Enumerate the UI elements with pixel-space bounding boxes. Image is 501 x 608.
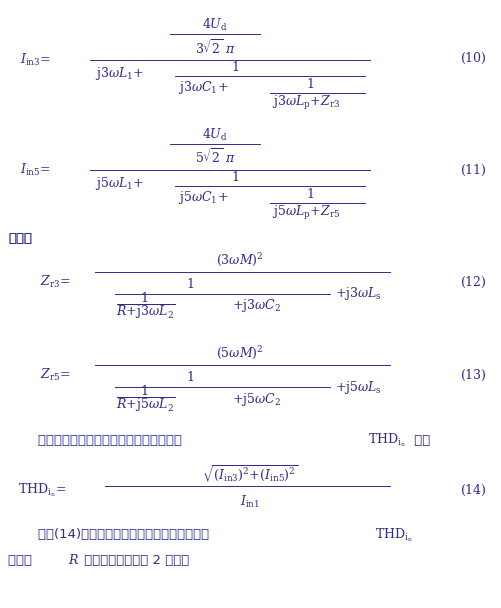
Text: $\sqrt{(I_{\rm in3})^2\!+\!(I_{\rm in5})^2}$: $\sqrt{(I_{\rm in3})^2\!+\!(I_{\rm in5})… (201, 463, 298, 485)
Text: $4U_{\rm d}$: $4U_{\rm d}$ (202, 17, 227, 33)
Text: ${\rm j}3\omega L_{\rm p}\!+\!Z_{\rm r3}$: ${\rm j}3\omega L_{\rm p}\!+\!Z_{\rm r3}… (272, 94, 340, 112)
Text: $+{\rm j}3\omega L_{\rm s}$: $+{\rm j}3\omega L_{\rm s}$ (334, 286, 381, 303)
Text: $\rm THD_{i_n}$: $\rm THD_{i_n}$ (367, 431, 405, 449)
Text: $\rm THD_{i_n}$: $\rm THD_{i_n}$ (374, 526, 412, 544)
Text: 其中：: 其中： (8, 232, 32, 244)
Text: $I_{\rm in1}$: $I_{\rm in1}$ (239, 494, 260, 510)
Text: $I_{\rm in3}\!=\!$: $I_{\rm in3}\!=\!$ (20, 52, 51, 68)
Text: $+{\rm j}5\omega C_2$: $+{\rm j}5\omega C_2$ (231, 390, 280, 407)
Text: $1$: $1$ (305, 187, 314, 201)
Text: $1$: $1$ (230, 170, 238, 184)
Text: 由此可以求得逆变器输出电流谐波畸变率: 由此可以求得逆变器输出电流谐波畸变率 (38, 434, 186, 446)
Text: $+{\rm j}3\omega C_2$: $+{\rm j}3\omega C_2$ (231, 297, 280, 314)
Text: ${\rm j}5\omega L_{\rm p}\!+\!Z_{\rm r5}$: ${\rm j}5\omega L_{\rm p}\!+\!Z_{\rm r5}… (272, 204, 340, 222)
Text: $(5\omega M)^2$: $(5\omega M)^2$ (216, 345, 263, 362)
Text: $+{\rm j}5\omega L_{\rm s}$: $+{\rm j}5\omega L_{\rm s}$ (334, 379, 381, 395)
Text: $\dfrac{1}{R\!+\!{\rm j}3\omega L_2}$: $\dfrac{1}{R\!+\!{\rm j}3\omega L_2}$ (116, 291, 175, 322)
Text: $(13)$: $(13)$ (459, 367, 486, 382)
Text: $(11)$: $(11)$ (459, 162, 486, 178)
Text: 由式(14)可以画出逆变器输出电流谐波畸变率: 由式(14)可以画出逆变器输出电流谐波畸变率 (38, 528, 213, 542)
Text: $3\sqrt{2}\ \pi$: $3\sqrt{2}\ \pi$ (194, 38, 235, 57)
Text: $(14)$: $(14)$ (459, 483, 486, 497)
Text: $Z_{\rm r3}\!=\!$: $Z_{\rm r3}\!=\!$ (40, 274, 71, 290)
Text: $1$: $1$ (185, 370, 194, 384)
Text: $(12)$: $(12)$ (459, 274, 486, 289)
Text: $\dfrac{1}{R\!+\!{\rm j}5\omega L_2}$: $\dfrac{1}{R\!+\!{\rm j}5\omega L_2}$ (116, 384, 175, 415)
Text: ${\rm j}5\omega L_1\!+\!$: ${\rm j}5\omega L_1\!+\!$ (95, 174, 144, 192)
Text: ${\rm j}3\omega C_1\!+\!$: ${\rm j}3\omega C_1\!+\!$ (178, 80, 228, 97)
Text: $R$: $R$ (68, 553, 79, 567)
Text: ${\rm j}3\omega L_1\!+\!$: ${\rm j}3\omega L_1\!+\!$ (95, 64, 144, 81)
Text: $1$: $1$ (305, 77, 314, 91)
Text: $5\sqrt{2}\ \pi$: $5\sqrt{2}\ \pi$ (194, 148, 235, 167)
Text: $4U_{\rm d}$: $4U_{\rm d}$ (202, 127, 227, 143)
Text: $Z_{\rm r5}\!=\!$: $Z_{\rm r5}\!=\!$ (40, 367, 71, 383)
Text: $I_{\rm in5}\!=\!$: $I_{\rm in5}\!=\!$ (20, 162, 51, 178)
Text: $1$: $1$ (230, 60, 238, 74)
Text: $1$: $1$ (185, 277, 194, 291)
Text: 与负载: 与负载 (8, 553, 36, 567)
Text: $(10)$: $(10)$ (459, 50, 486, 66)
Text: $(3\omega M)^2$: $(3\omega M)^2$ (216, 252, 263, 269)
Text: 的二维关系，如图 2 所示。: 的二维关系，如图 2 所示。 (80, 553, 189, 567)
Text: ${\rm j}5\omega C_1\!+\!$: ${\rm j}5\omega C_1\!+\!$ (178, 190, 228, 207)
Text: 为：: 为： (409, 434, 429, 446)
Text: $\rm THD_{i_n}\!=\!$: $\rm THD_{i_n}\!=\!$ (18, 481, 66, 499)
Text: 其中：: 其中： (8, 232, 32, 244)
